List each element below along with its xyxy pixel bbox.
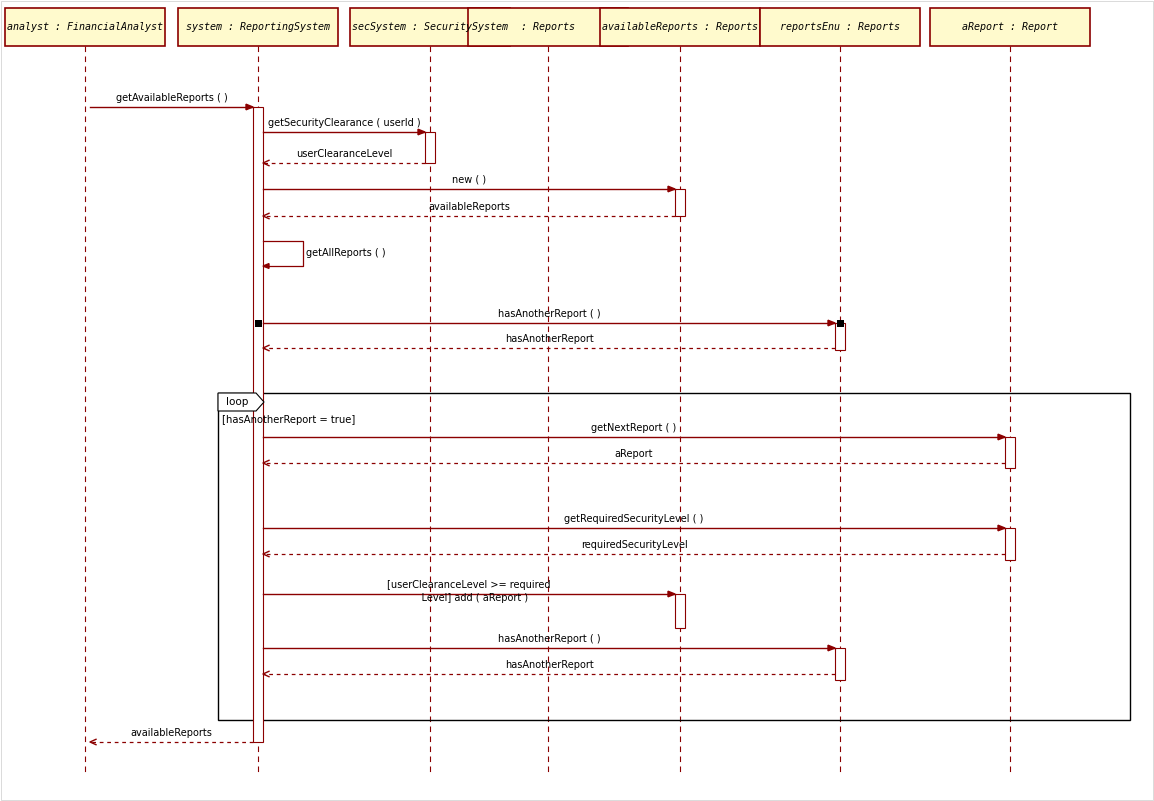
Bar	[675, 594, 685, 628]
Text: getRequiredSecurityLevel ( ): getRequiredSecurityLevel ( )	[564, 514, 704, 524]
Polygon shape	[829, 645, 835, 650]
Bar	[760, 8, 920, 46]
Bar	[1005, 437, 1016, 468]
Polygon shape	[829, 320, 835, 326]
Text: [userClearanceLevel >= required: [userClearanceLevel >= required	[388, 580, 550, 590]
Text: hasAnotherReport ( ): hasAnotherReport ( )	[497, 634, 600, 644]
Polygon shape	[263, 264, 269, 268]
Bar	[837, 320, 844, 327]
Text: getAvailableReports ( ): getAvailableReports ( )	[115, 93, 227, 103]
Text: hasAnotherReport ( ): hasAnotherReport ( )	[497, 309, 600, 319]
Polygon shape	[418, 129, 425, 135]
Bar	[1005, 528, 1016, 560]
Polygon shape	[246, 104, 253, 110]
Polygon shape	[998, 434, 1005, 440]
Text: availableReports: availableReports	[130, 728, 212, 738]
Text: getNextReport ( ): getNextReport ( )	[591, 423, 676, 433]
Polygon shape	[668, 591, 675, 597]
Text: availableReports: availableReports	[428, 202, 510, 212]
Polygon shape	[218, 393, 264, 411]
Bar	[835, 323, 845, 350]
Text: hasAnotherReport: hasAnotherReport	[504, 660, 593, 670]
Bar	[218, 393, 1130, 720]
Text: analyst : FinancialAnalyst: analyst : FinancialAnalyst	[7, 22, 163, 32]
Bar	[600, 8, 760, 46]
Text: hasAnotherReport: hasAnotherReport	[504, 334, 593, 344]
Text: Level] add ( aReport ): Level] add ( aReport )	[410, 593, 529, 603]
Text: [hasAnotherReport = true]: [hasAnotherReport = true]	[222, 415, 355, 425]
Bar	[675, 189, 685, 216]
Polygon shape	[668, 186, 675, 191]
Bar	[255, 320, 262, 327]
Text: getAllReports ( ): getAllReports ( )	[306, 248, 385, 259]
Text: requiredSecurityLevel: requiredSecurityLevel	[580, 540, 688, 550]
Text: getSecurityClearance ( userId ): getSecurityClearance ( userId )	[268, 118, 420, 128]
Text: secSystem : SecuritySystem: secSystem : SecuritySystem	[352, 22, 508, 32]
Text: : Reports: : Reports	[520, 22, 575, 32]
Bar	[178, 8, 338, 46]
Bar	[469, 8, 628, 46]
Bar	[930, 8, 1091, 46]
Bar	[425, 132, 435, 163]
Bar	[835, 648, 845, 680]
Bar	[350, 8, 510, 46]
Text: aReport: aReport	[615, 449, 653, 459]
Text: system : ReportingSystem: system : ReportingSystem	[186, 22, 330, 32]
Polygon shape	[998, 525, 1005, 531]
Text: reportsEnu : Reports: reportsEnu : Reports	[780, 22, 900, 32]
Text: aReport : Report: aReport : Report	[962, 22, 1058, 32]
Text: loop: loop	[226, 397, 248, 407]
Text: userClearanceLevel: userClearanceLevel	[295, 149, 392, 159]
Bar	[5, 8, 165, 46]
Bar	[253, 107, 263, 742]
Text: availableReports : Reports: availableReports : Reports	[602, 22, 758, 32]
Text: new ( ): new ( )	[452, 175, 486, 185]
